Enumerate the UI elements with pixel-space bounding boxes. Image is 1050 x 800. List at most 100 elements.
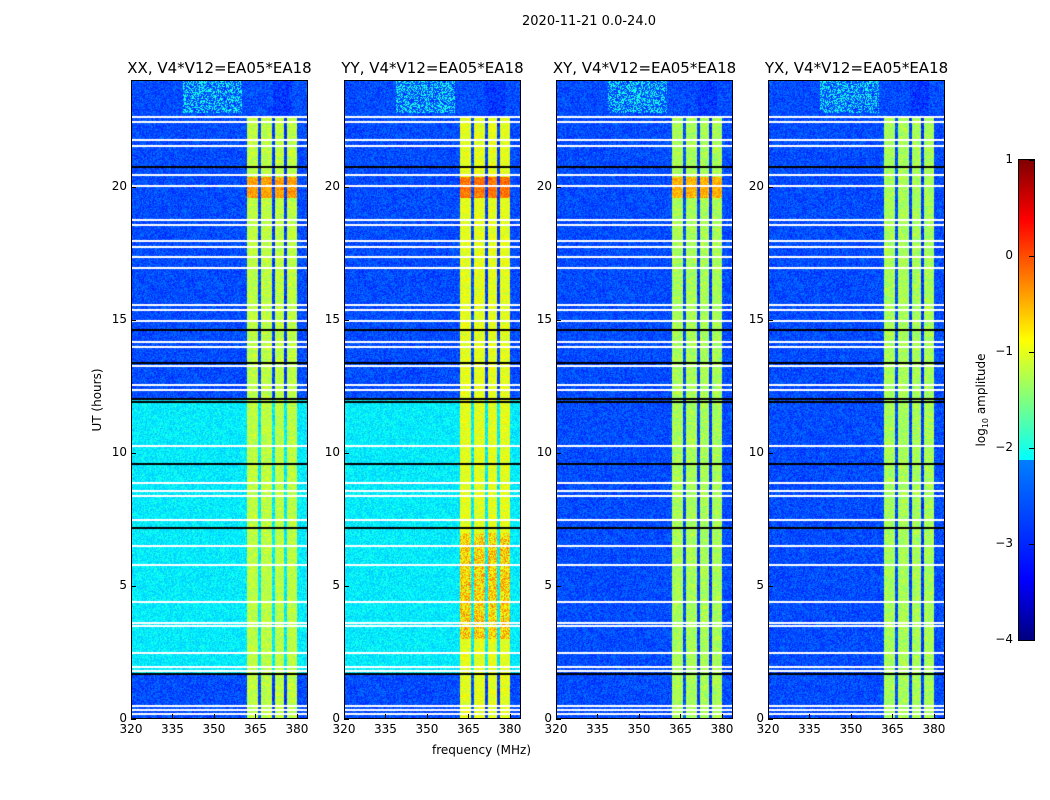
x-tick-label: 380 bbox=[922, 722, 946, 736]
y-tick bbox=[768, 719, 773, 720]
heatmap-panel bbox=[131, 80, 308, 719]
x-tick-label: 365 bbox=[881, 722, 904, 736]
y-tick-label: 0 bbox=[332, 711, 340, 725]
colorbar bbox=[1018, 159, 1035, 641]
x-tick-label: 320 bbox=[332, 722, 356, 736]
x-tick-label: 320 bbox=[756, 722, 780, 736]
x-tick-label: 380 bbox=[498, 722, 522, 736]
y-tick-label: 15 bbox=[536, 311, 552, 326]
y-tick-label: 0 bbox=[119, 711, 127, 725]
x-tick-label: 350 bbox=[839, 722, 863, 736]
x-tick bbox=[556, 714, 557, 719]
y-tick bbox=[556, 186, 561, 188]
x-tick bbox=[344, 714, 345, 719]
y-tick-label: 15 bbox=[111, 311, 127, 326]
colorbar-label-suffix: amplitude bbox=[973, 353, 988, 418]
colorbar-tick bbox=[1029, 640, 1034, 641]
y-tick-label: 20 bbox=[748, 178, 764, 193]
x-tick-label: 350 bbox=[627, 722, 651, 736]
y-tick bbox=[556, 452, 561, 454]
spectrogram-image bbox=[345, 81, 520, 718]
y-tick bbox=[768, 452, 773, 454]
colorbar-tick-label: −1 bbox=[995, 344, 1013, 358]
x-tick bbox=[850, 714, 852, 719]
x-tick bbox=[213, 714, 215, 719]
x-tick bbox=[680, 714, 682, 719]
x-tick-label: 335 bbox=[798, 722, 821, 736]
x-tick-label: 380 bbox=[710, 722, 734, 736]
x-tick bbox=[509, 714, 511, 719]
y-tick bbox=[768, 319, 773, 321]
colorbar-tick bbox=[1029, 256, 1034, 257]
y-tick-label: 10 bbox=[111, 444, 127, 459]
x-tick bbox=[131, 714, 132, 719]
x-tick-label: 320 bbox=[119, 722, 143, 736]
colorbar-label: log10 amplitude bbox=[974, 354, 990, 447]
y-tick bbox=[344, 186, 349, 188]
colorbar-tick-label: −4 bbox=[995, 632, 1013, 646]
y-tick-label: 5 bbox=[119, 577, 127, 592]
x-tick bbox=[638, 714, 640, 719]
y-tick bbox=[131, 186, 136, 188]
y-tick-label: 10 bbox=[536, 444, 552, 459]
colorbar-tick-label: −3 bbox=[995, 536, 1013, 550]
x-tick bbox=[892, 714, 894, 719]
y-tick-label: 20 bbox=[536, 178, 552, 193]
x-tick bbox=[296, 714, 298, 719]
x-tick-label: 365 bbox=[244, 722, 267, 736]
y-tick bbox=[131, 585, 136, 587]
x-tick-label: 350 bbox=[202, 722, 226, 736]
panel-title: XX, V4*V12=EA05*EA18 bbox=[127, 59, 312, 77]
spectrogram-image bbox=[132, 81, 307, 718]
colorbar-tick-label: 0 bbox=[1005, 248, 1013, 262]
x-tick bbox=[172, 714, 174, 719]
figure-title: 2020-11-21 0.0-24.0 bbox=[522, 14, 656, 29]
y-tick bbox=[131, 319, 136, 321]
x-axis-label: frequency (MHz) bbox=[432, 743, 532, 757]
spectrogram-image bbox=[769, 81, 944, 718]
y-tick bbox=[131, 452, 136, 454]
x-tick-label: 335 bbox=[586, 722, 609, 736]
x-tick-label: 335 bbox=[161, 722, 184, 736]
y-tick bbox=[131, 719, 136, 720]
panel-title: YX, V4*V12=EA05*EA18 bbox=[764, 59, 949, 77]
heatmap-panel bbox=[344, 80, 521, 719]
x-tick-label: 365 bbox=[669, 722, 692, 736]
y-tick bbox=[556, 719, 561, 720]
colorbar-tick bbox=[1029, 352, 1034, 353]
colorbar-label-sub: 10 bbox=[981, 417, 991, 429]
panel-title: XY, V4*V12=EA05*EA18 bbox=[552, 59, 737, 77]
x-tick-label: 320 bbox=[544, 722, 568, 736]
y-tick bbox=[556, 585, 561, 587]
y-axis-label: UT (hours) bbox=[90, 368, 104, 432]
heatmap-panel bbox=[556, 80, 733, 719]
y-tick-label: 5 bbox=[756, 577, 764, 592]
y-tick-label: 20 bbox=[324, 178, 340, 193]
x-tick bbox=[255, 714, 257, 719]
x-tick bbox=[721, 714, 723, 719]
y-tick-label: 15 bbox=[324, 311, 340, 326]
x-tick bbox=[468, 714, 470, 719]
y-tick bbox=[768, 186, 773, 188]
y-tick bbox=[556, 319, 561, 321]
panel-title: YY, V4*V12=EA05*EA18 bbox=[341, 59, 524, 77]
x-tick-label: 365 bbox=[457, 722, 480, 736]
y-tick-label: 5 bbox=[544, 577, 552, 592]
spectrogram-image bbox=[557, 81, 732, 718]
x-tick-label: 380 bbox=[285, 722, 309, 736]
colorbar-tick-label: −2 bbox=[995, 440, 1013, 454]
y-tick-label: 20 bbox=[111, 178, 127, 193]
x-tick-label: 335 bbox=[374, 722, 397, 736]
y-tick bbox=[344, 585, 349, 587]
colorbar-tick bbox=[1029, 544, 1034, 545]
y-tick-label: 5 bbox=[332, 577, 340, 592]
y-tick bbox=[344, 319, 349, 321]
colorbar-tick bbox=[1029, 448, 1034, 449]
x-tick bbox=[385, 714, 387, 719]
x-tick bbox=[809, 714, 811, 719]
y-tick-label: 15 bbox=[748, 311, 764, 326]
x-tick bbox=[597, 714, 599, 719]
y-tick bbox=[344, 452, 349, 454]
heatmap-panel bbox=[768, 80, 945, 719]
